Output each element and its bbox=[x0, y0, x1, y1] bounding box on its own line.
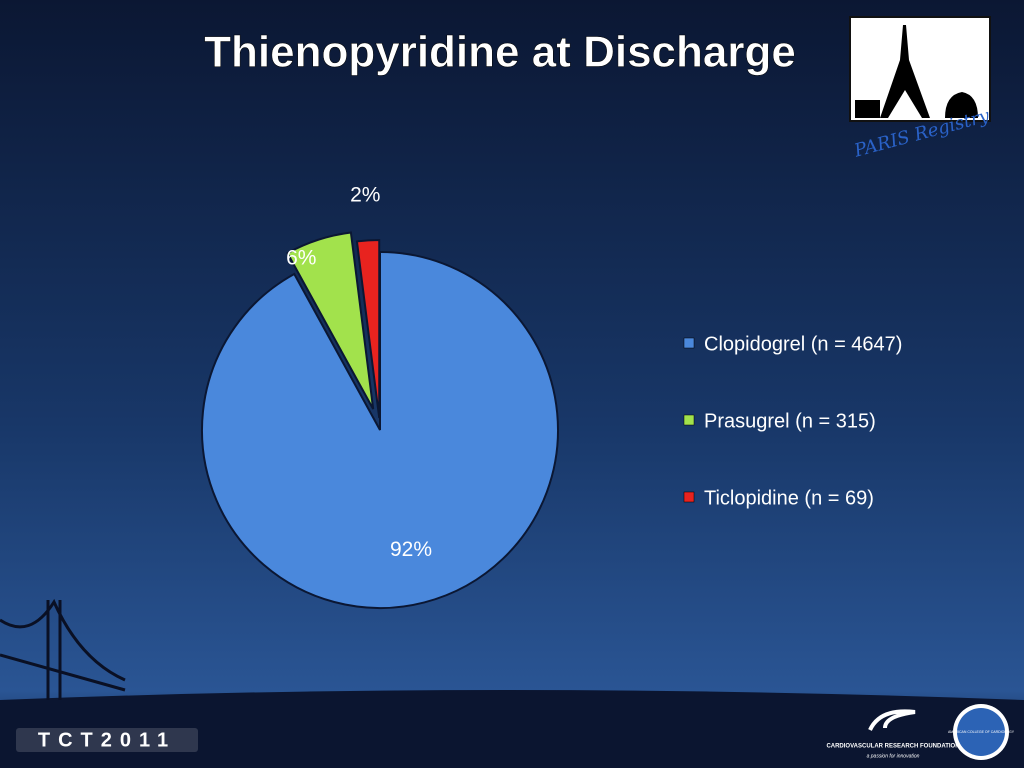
pie-slice bbox=[286, 231, 375, 410]
legend-label: Prasugrel (n = 315) bbox=[704, 410, 876, 432]
legend-label: Ticlopidine (n = 69) bbox=[704, 487, 874, 509]
legend-label: Clopidogrel (n = 4647) bbox=[704, 333, 902, 355]
legend-swatch bbox=[683, 414, 695, 426]
crf-logo: CARDIOVASCULAR RESEARCH FOUNDATION a pas… bbox=[826, 709, 960, 759]
paris-logo: PARIS Registry bbox=[849, 16, 992, 162]
chart-title: Thienopyridine at Discharge bbox=[204, 28, 796, 77]
pie: 92% 6% 2% bbox=[201, 184, 559, 609]
acc-logo: AMERICAN COLLEGE OF CARDIOLOGY bbox=[948, 704, 1015, 760]
college-name: AMERICAN COLLEGE OF CARDIOLOGY bbox=[948, 730, 1015, 734]
event-logo: TCT2011 bbox=[38, 729, 176, 751]
data-label: 6% bbox=[286, 247, 316, 270]
foundation-tagline: a passion for innovation bbox=[867, 753, 920, 759]
pie-slice bbox=[355, 239, 381, 419]
bridge bbox=[0, 598, 126, 700]
legend-swatch bbox=[683, 491, 695, 503]
data-label: 2% bbox=[350, 184, 380, 207]
pie-slice bbox=[201, 250, 559, 609]
legend: Clopidogrel (n = 4647) Prasugrel (n = 315… bbox=[683, 333, 902, 509]
footer-band bbox=[0, 690, 1024, 768]
foundation-name: CARDIOVASCULAR RESEARCH FOUNDATION bbox=[826, 744, 959, 750]
tct-logo: TCT2011 bbox=[16, 728, 198, 752]
data-label: 92% bbox=[390, 538, 432, 561]
legend-swatch bbox=[683, 337, 695, 349]
